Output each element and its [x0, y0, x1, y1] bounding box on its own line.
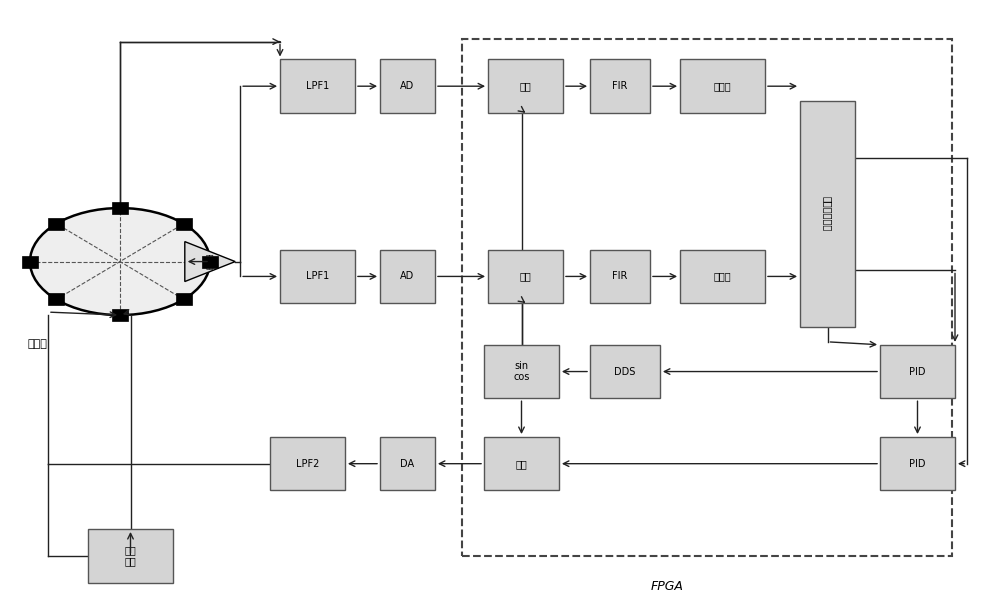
Text: sin
cos: sin cos	[513, 361, 530, 383]
Text: 解调: 解调	[520, 271, 531, 281]
Text: 提取误差信号: 提取误差信号	[822, 197, 832, 232]
Text: LPF2: LPF2	[296, 459, 319, 468]
Text: PID: PID	[909, 459, 926, 468]
Bar	[680, 60, 765, 113]
Text: 扫频
模块: 扫频 模块	[125, 545, 136, 567]
Text: 反正切: 反正切	[714, 81, 731, 91]
Bar	[488, 60, 563, 113]
Bar	[380, 437, 435, 491]
Bar	[880, 345, 955, 398]
Text: DA: DA	[400, 459, 415, 468]
Bar	[380, 250, 435, 303]
Bar	[270, 437, 345, 491]
Text: 缓冲
电路: 缓冲 电路	[206, 254, 214, 269]
Bar	[880, 437, 955, 491]
Text: 调制: 调制	[516, 459, 527, 468]
Bar	[590, 250, 650, 303]
Text: FIR: FIR	[612, 271, 628, 281]
Bar	[280, 60, 355, 113]
Bar	[380, 60, 435, 113]
Bar	[22, 256, 38, 268]
Text: 谐振子: 谐振子	[28, 339, 48, 349]
Bar	[88, 529, 173, 582]
Bar	[176, 293, 192, 305]
Text: AD: AD	[400, 271, 415, 281]
Bar	[484, 437, 559, 491]
Bar	[280, 250, 355, 303]
Circle shape	[30, 208, 210, 315]
Bar	[48, 293, 64, 305]
Bar	[800, 101, 855, 327]
Bar	[484, 345, 559, 398]
Bar	[488, 250, 563, 303]
Text: DDS: DDS	[614, 367, 636, 377]
Bar	[112, 309, 128, 321]
Text: LPF1: LPF1	[306, 271, 329, 281]
Text: FIR: FIR	[612, 81, 628, 91]
Bar	[590, 60, 650, 113]
Text: FPGA: FPGA	[651, 580, 683, 592]
Text: PID: PID	[909, 367, 926, 377]
Bar	[176, 218, 192, 229]
Bar	[680, 250, 765, 303]
Bar	[202, 256, 218, 268]
Text: 解调: 解调	[520, 81, 531, 91]
Text: LPF1: LPF1	[306, 81, 329, 91]
Text: 反正切: 反正切	[714, 271, 731, 281]
Bar	[590, 345, 660, 398]
Text: AD: AD	[400, 81, 415, 91]
Bar	[48, 218, 64, 229]
Polygon shape	[185, 241, 235, 281]
Bar	[112, 202, 128, 214]
